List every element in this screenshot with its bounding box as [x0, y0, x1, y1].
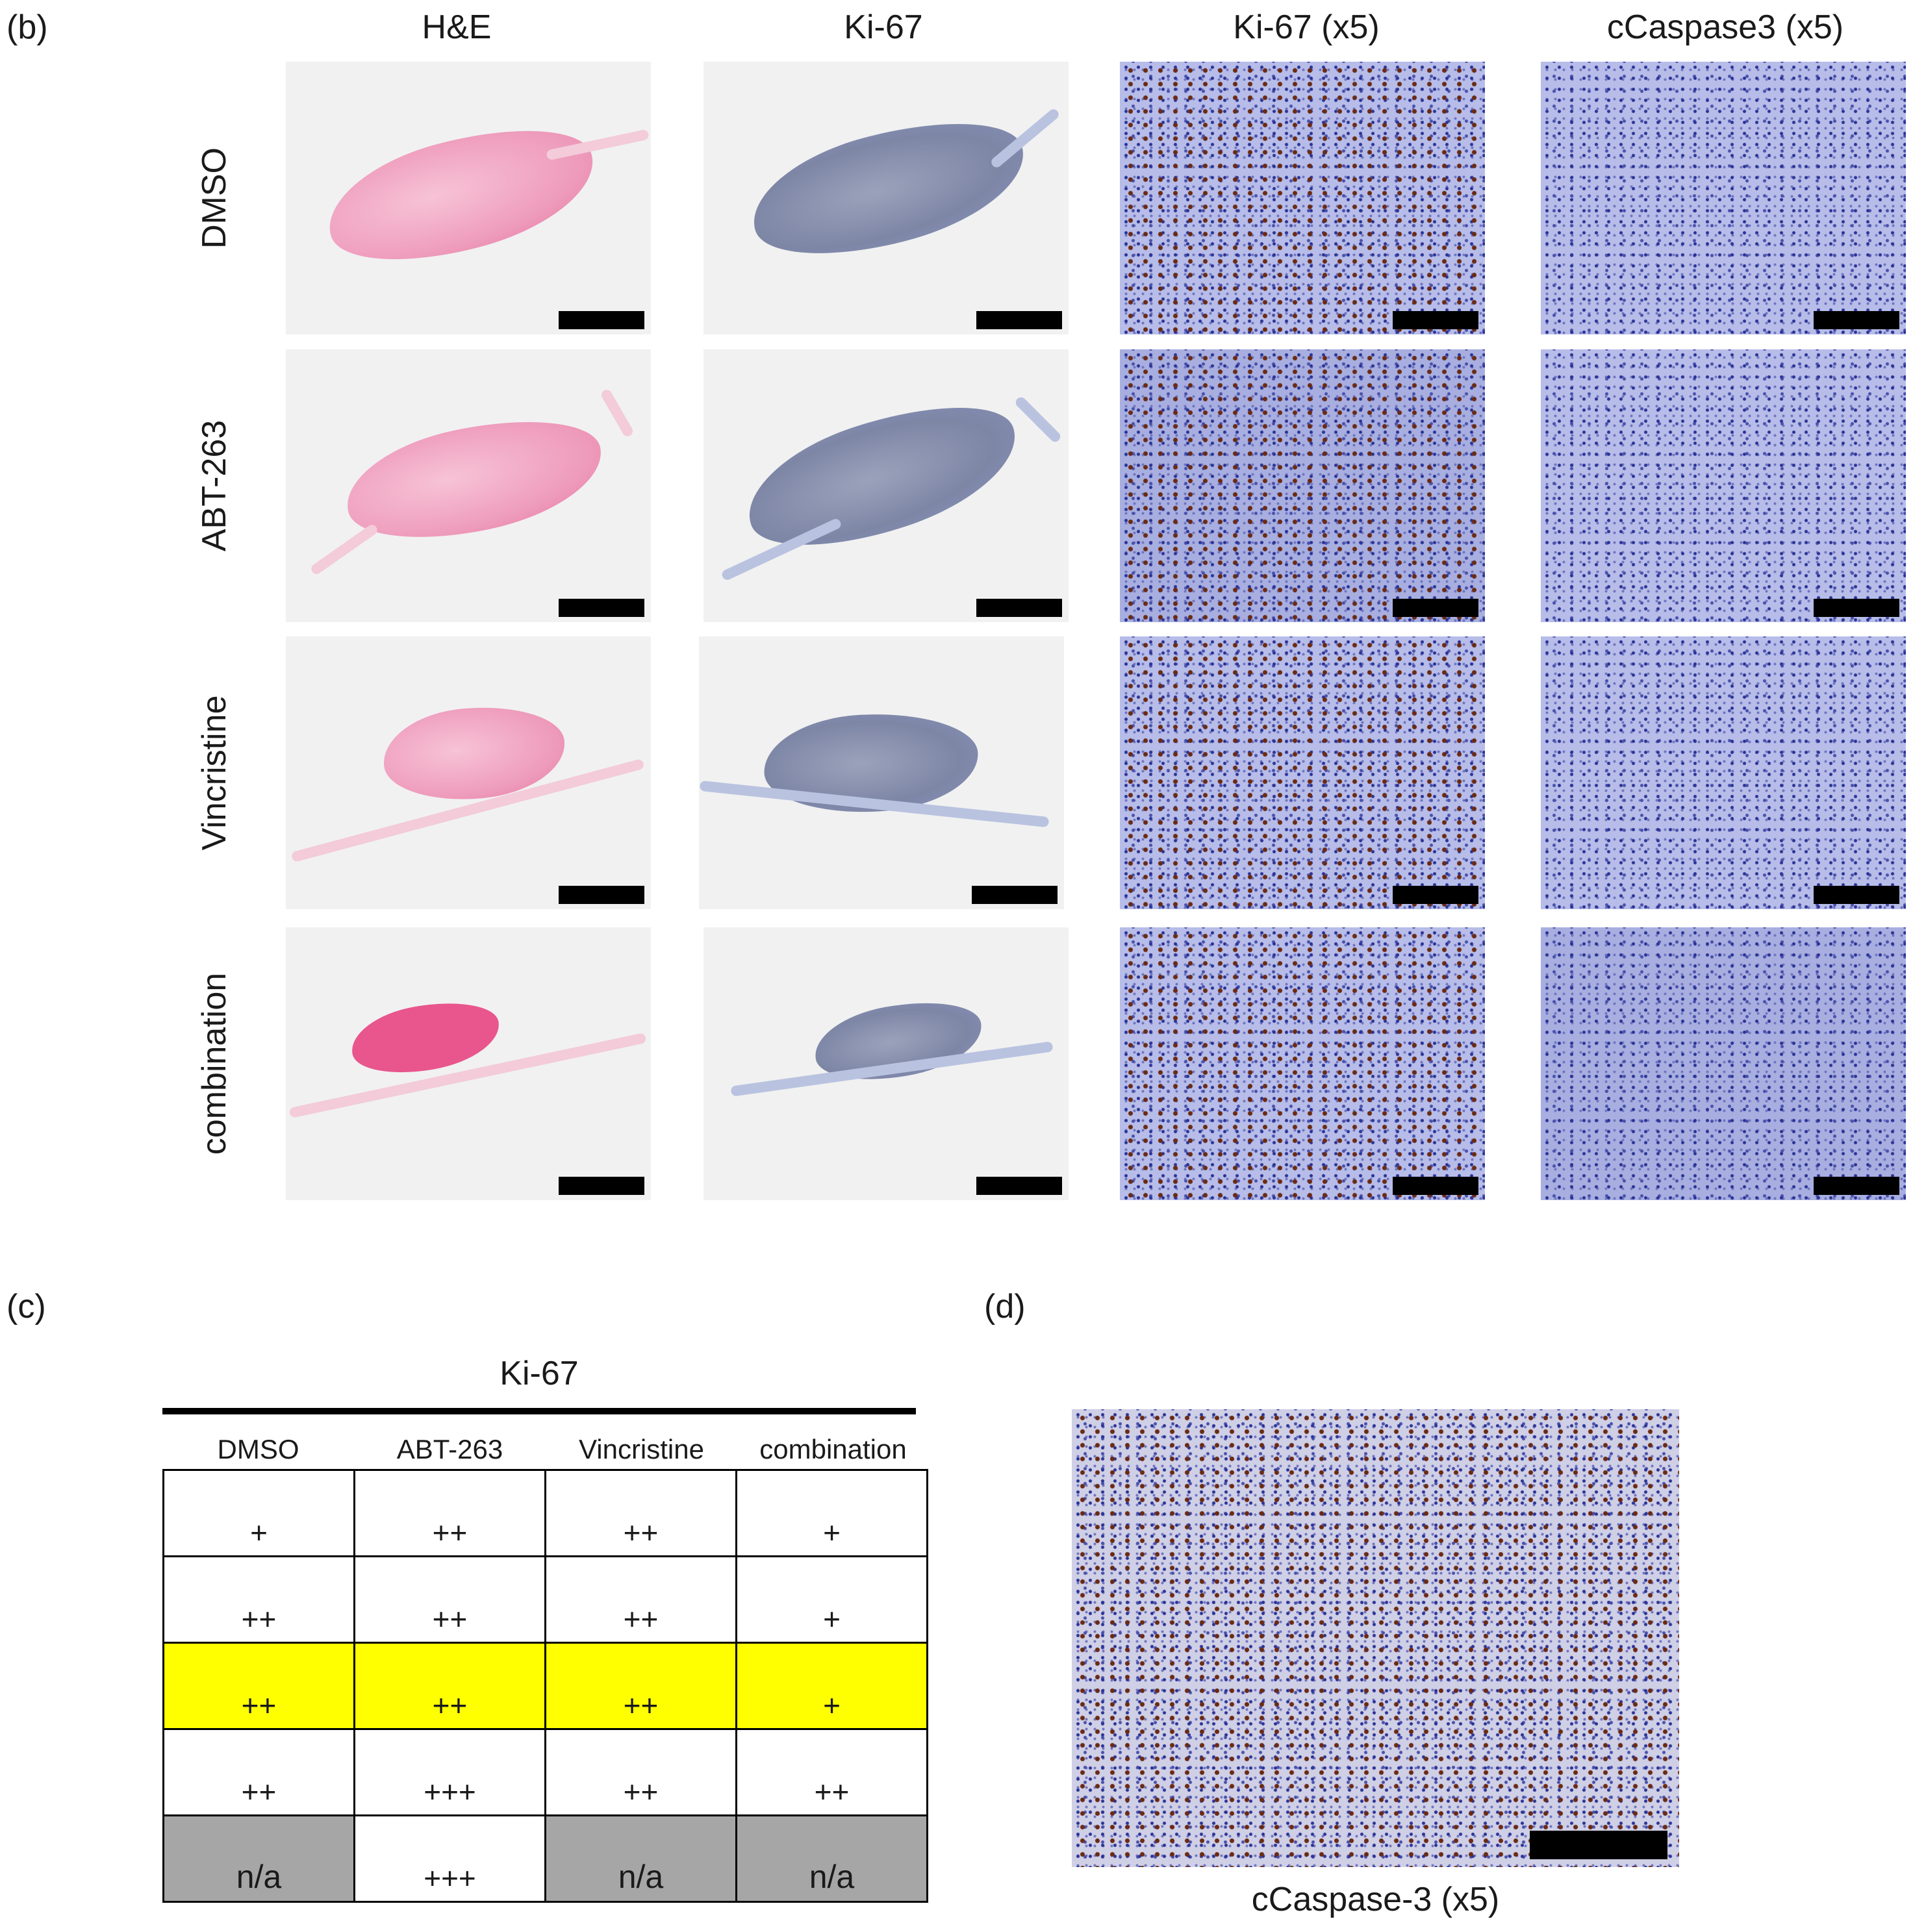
table-row: ++ +++ ++ ++ — [162, 1728, 928, 1816]
scale-bar — [559, 1177, 644, 1195]
table-cell: +++ — [353, 1728, 546, 1816]
image-dmso-he — [286, 62, 651, 334]
table-header-vincristine: Vincristine — [579, 1434, 704, 1464]
image-vincristine-ki67-x5 — [1120, 636, 1485, 909]
image-ccaspase3-x5-detail — [1072, 1409, 1679, 1867]
scale-bar — [559, 599, 644, 617]
scale-bar — [1814, 599, 1899, 617]
image-abt263-ccaspase3-x5 — [1541, 349, 1906, 622]
scale-bar — [1393, 311, 1478, 329]
row-label-dmso: DMSO — [196, 147, 233, 249]
table-cell: ++ — [544, 1555, 737, 1644]
ki67-score-table: + ++ ++ + ++ ++ ++ + ++ ++ ++ + ++ +++ +… — [162, 1469, 928, 1903]
table-cell: + — [735, 1469, 928, 1557]
table-cell: + — [162, 1469, 355, 1557]
table-cell-na: n/a — [162, 1814, 355, 1903]
scale-bar — [1393, 1177, 1478, 1195]
table-cell: ++ — [353, 1555, 546, 1644]
image-combination-ki67 — [703, 927, 1069, 1200]
table-cell: ++ — [544, 1642, 737, 1730]
table-cell: ++ — [544, 1469, 737, 1557]
table-cell: ++ — [162, 1728, 355, 1816]
image-dmso-ccaspase3-x5 — [1541, 62, 1906, 334]
column-header-ki67-x5: Ki-67 (x5) — [1233, 8, 1380, 46]
scale-bar — [559, 886, 644, 904]
table-cell: ++ — [544, 1728, 737, 1816]
table-cell: ++ — [735, 1728, 928, 1816]
scale-bar — [1530, 1831, 1667, 1859]
row-label-abt263: ABT-263 — [196, 420, 233, 552]
table-title: Ki-67 — [500, 1355, 579, 1392]
table-header-abt263: ABT-263 — [396, 1434, 503, 1464]
image-vincristine-ccaspase3-x5 — [1541, 636, 1906, 909]
table-row: ++ ++ ++ + — [162, 1555, 928, 1644]
panel-label-b: (b) — [6, 8, 48, 46]
image-vincristine-he — [286, 636, 651, 909]
scale-bar — [976, 311, 1062, 329]
image-abt263-ki67 — [703, 349, 1069, 622]
image-dmso-ki67 — [703, 62, 1069, 334]
column-header-he: H&E — [422, 8, 492, 46]
scale-bar — [1814, 1177, 1899, 1195]
scale-bar — [1814, 311, 1899, 329]
image-abt263-ki67-x5 — [1120, 349, 1485, 622]
table-header-combination: combination — [759, 1434, 907, 1464]
table-cell: + — [735, 1642, 928, 1730]
image-combination-he — [286, 927, 651, 1200]
row-label-combination: combination — [196, 972, 233, 1155]
panel-label-d: (d) — [984, 1288, 1026, 1325]
table-title-rule — [162, 1408, 916, 1414]
column-header-ki67: Ki-67 — [844, 8, 923, 46]
table-cell: ++ — [162, 1642, 355, 1730]
table-cell: ++ — [162, 1555, 355, 1644]
row-label-vincristine: Vincristine — [196, 695, 233, 851]
scale-bar — [1393, 599, 1478, 617]
scale-bar — [1814, 886, 1899, 904]
table-header-dmso: DMSO — [217, 1434, 299, 1464]
table-row-highlighted: ++ ++ ++ + — [162, 1642, 928, 1730]
scale-bar — [976, 599, 1062, 617]
table-cell-na: n/a — [544, 1814, 737, 1903]
column-header-ccaspase3-x5: cCaspase3 (x5) — [1606, 8, 1844, 46]
scale-bar — [972, 886, 1058, 904]
image-dmso-ki67-x5 — [1120, 62, 1485, 334]
image-vincristine-ki67 — [699, 636, 1064, 909]
table-cell: + — [735, 1555, 928, 1644]
image-abt263-he — [286, 349, 651, 622]
scale-bar — [1393, 886, 1478, 904]
panel-label-c: (c) — [6, 1288, 46, 1325]
table-cell: ++ — [353, 1642, 546, 1730]
table-row: + ++ ++ + — [162, 1469, 928, 1557]
panel-d-caption: cCaspase-3 (x5) — [1251, 1881, 1500, 1918]
table-cell-na: n/a — [735, 1814, 928, 1903]
table-cell: ++ — [353, 1469, 546, 1557]
table-cell: +++ — [353, 1814, 546, 1903]
image-combination-ki67-x5 — [1120, 927, 1485, 1200]
table-row: n/a +++ n/a n/a — [162, 1814, 928, 1903]
scale-bar — [559, 311, 644, 329]
scale-bar — [976, 1177, 1062, 1195]
image-combination-ccaspase3-x5 — [1541, 927, 1906, 1200]
